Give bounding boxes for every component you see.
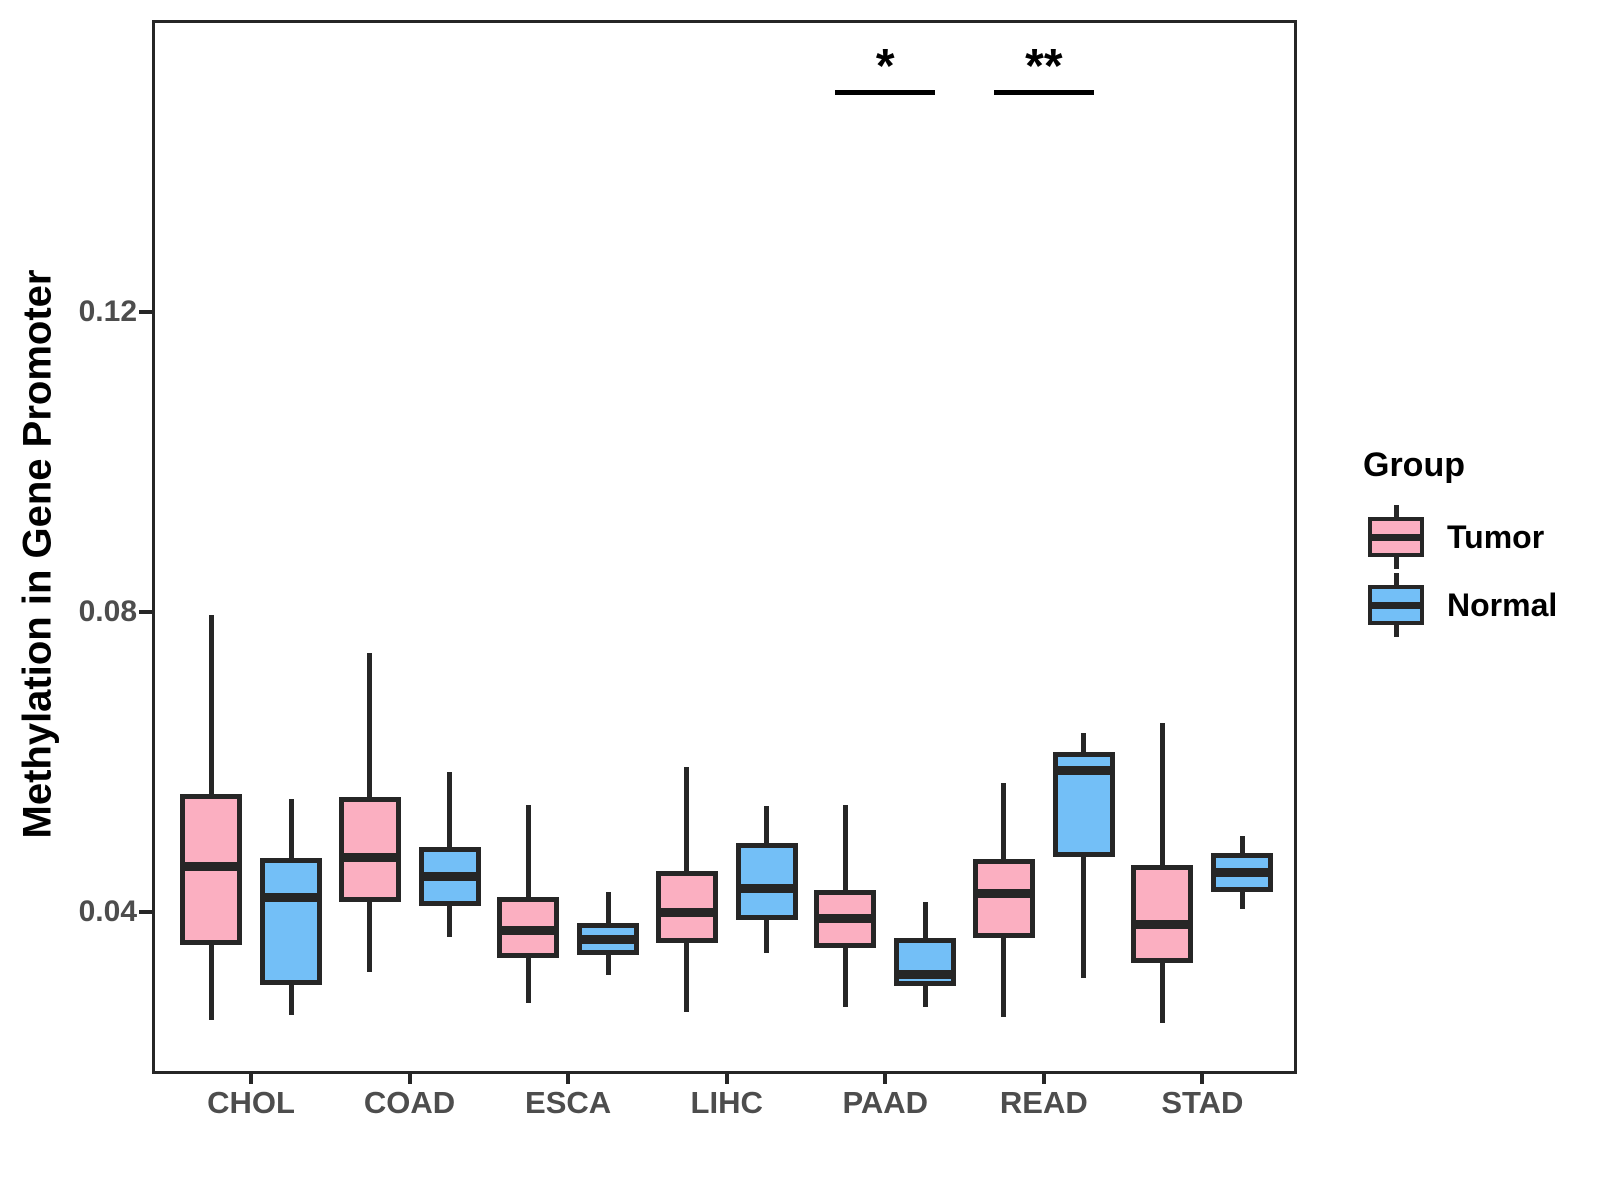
x-tick-mark-READ [1041,1071,1046,1084]
legend-label-Tumor: Tumor [1447,519,1545,555]
y-tick-label-0.08: 0.08 [78,594,137,628]
plot-panel [152,20,1297,1074]
y-tick-mark-0.12 [139,309,152,314]
box-coad-tumor [338,797,401,903]
legend-key-median-Normal [1371,601,1421,609]
median-chol-normal [264,893,318,903]
median-stad-tumor [1135,920,1190,930]
x-tick-label-READ: READ [999,1085,1088,1120]
median-stad-normal [1215,868,1270,878]
legend-label-Normal: Normal [1447,587,1558,623]
median-chol-tumor [184,861,238,871]
legend-title: Group [1363,446,1465,484]
median-read-tumor [976,888,1031,898]
x-tick-mark-LIHC [724,1071,729,1084]
x-tick-label-CHOL: CHOL [207,1085,295,1120]
box-read-tumor [972,858,1035,939]
legend-key-whisker-top-Normal [1394,573,1399,586]
median-coad-normal [422,872,477,882]
box-lihc-tumor [655,870,718,943]
x-tick-mark-ESCA [566,1071,571,1084]
legend-key-whisker-bottom-Tumor [1394,556,1399,569]
median-coad-tumor [342,852,397,862]
x-tick-label-ESCA: ESCA [525,1085,612,1120]
legend-key-whisker-bottom-Normal [1394,624,1399,637]
legend-key-median-Tumor [1371,533,1421,541]
median-lihc-normal [739,884,794,894]
box-chol-normal [260,857,322,985]
significance-label-PAAD: * [875,40,895,93]
x-tick-label-COAD: COAD [363,1085,456,1120]
significance-label-READ: ** [1025,40,1063,93]
x-tick-mark-STAD [1200,1071,1205,1084]
x-tick-mark-PAAD [883,1071,888,1084]
x-tick-label-LIHC: LIHC [690,1085,763,1120]
y-tick-label-0.12: 0.12 [78,294,137,328]
median-read-normal [1056,765,1111,775]
x-tick-mark-COAD [407,1071,412,1084]
legend-key-whisker-top-Tumor [1394,505,1399,518]
x-tick-label-PAAD: PAAD [842,1085,929,1120]
y-tick-mark-0.08 [139,609,152,614]
x-tick-mark-CHOL [249,1071,253,1084]
y-tick-mark-0.04 [139,909,152,914]
median-paad-tumor [818,914,873,924]
median-esca-tumor [501,926,556,936]
x-tick-label-STAD: STAD [1161,1085,1244,1120]
significance-line-PAAD [835,90,936,95]
y-axis-title: Methylation in Gene Promoter [15,269,60,839]
median-esca-normal [581,935,636,945]
box-stad-tumor [1131,864,1194,963]
median-lihc-tumor [659,908,714,918]
significance-line-READ [993,90,1094,95]
median-paad-normal [898,970,953,980]
box-lihc-normal [735,842,798,921]
y-tick-label-0.04: 0.04 [78,894,137,928]
